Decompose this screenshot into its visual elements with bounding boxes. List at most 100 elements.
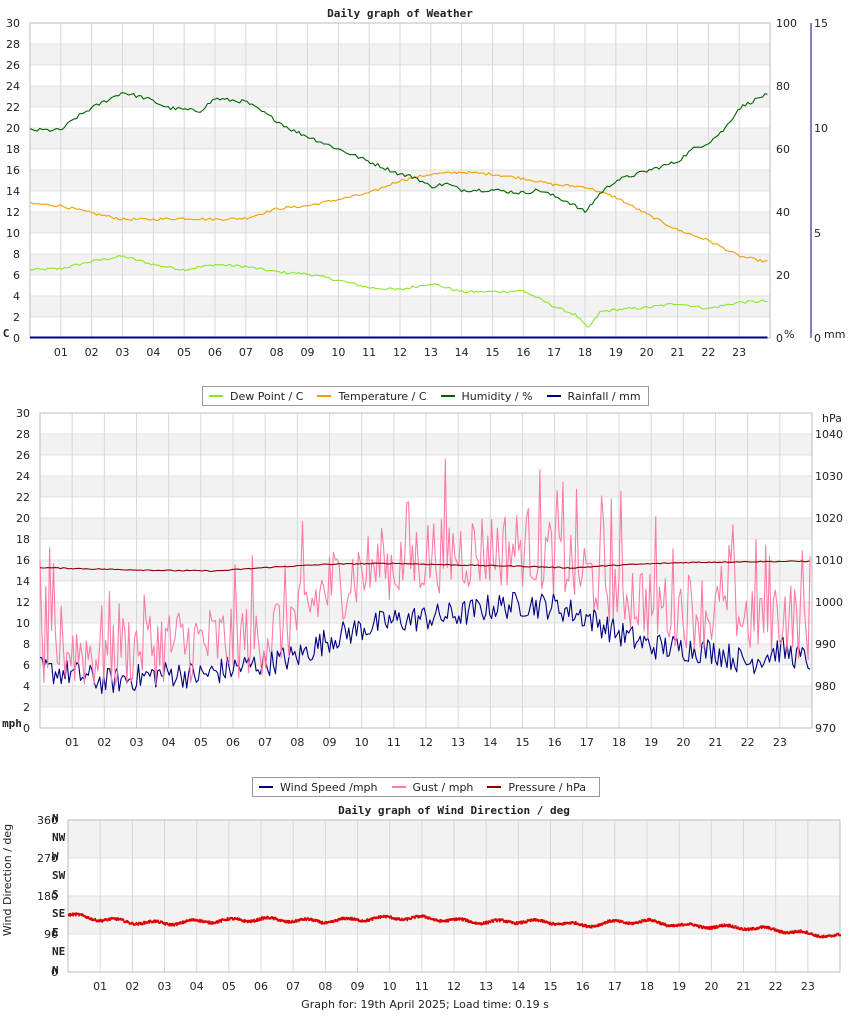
compass-label: SW bbox=[52, 869, 66, 882]
y-right-tick-label: 20 bbox=[776, 269, 790, 282]
x-tick-label: 11 bbox=[387, 736, 401, 749]
pressure-tick-label: 1000 bbox=[815, 596, 843, 609]
y-tick-label: 6 bbox=[23, 659, 30, 672]
legend-label: Humidity / % bbox=[461, 389, 533, 403]
x-tick-label: 22 bbox=[769, 980, 783, 993]
legend-label: Gust / mph bbox=[412, 780, 474, 794]
y-tick-label: 26 bbox=[16, 449, 30, 462]
y-tick-label: 10 bbox=[6, 227, 20, 240]
y-right-tick-label: 0 bbox=[776, 332, 783, 345]
footer-text: Graph for: 19th April 2025; Load time: 0… bbox=[301, 998, 549, 1011]
x-tick-label: 03 bbox=[158, 980, 172, 993]
legend-item-wind-speed: Wind Speed /mph bbox=[259, 781, 378, 794]
pressure-tick-label: 1030 bbox=[815, 470, 843, 483]
pressure-tick-label: 970 bbox=[815, 722, 836, 735]
y-right-unit-label: % bbox=[784, 328, 794, 341]
compass-label: SE bbox=[52, 907, 65, 920]
x-tick-label: 18 bbox=[640, 980, 654, 993]
legend-item-pressure: Pressure / hPa bbox=[487, 781, 586, 794]
y-tick-label: 0 bbox=[23, 722, 30, 735]
y-tick-label: 0 bbox=[51, 966, 58, 979]
x-tick-label: 16 bbox=[576, 980, 590, 993]
legend-label: Rainfall / mm bbox=[567, 389, 641, 403]
x-tick-label: 03 bbox=[116, 346, 130, 359]
series-line-a bbox=[29, 254, 768, 328]
series-line-c bbox=[29, 92, 768, 213]
x-tick-label: 21 bbox=[737, 980, 751, 993]
y-right-tick-label: 100 bbox=[776, 17, 797, 30]
pressure-tick-label: 1040 bbox=[815, 428, 843, 441]
y-tick-label: 12 bbox=[16, 596, 30, 609]
x-tick-label: 01 bbox=[65, 736, 79, 749]
x-tick-label: 12 bbox=[393, 346, 407, 359]
legend-item-gust: Gust / mph bbox=[391, 780, 474, 794]
y-right-tick-label: 60 bbox=[776, 143, 790, 156]
x-tick-label: 22 bbox=[741, 736, 755, 749]
x-tick-label: 07 bbox=[258, 736, 272, 749]
y-tick-label: 16 bbox=[6, 164, 20, 177]
x-tick-label: 19 bbox=[644, 736, 658, 749]
y-tick-label: 14 bbox=[6, 185, 20, 198]
compass-label: N bbox=[52, 964, 59, 977]
weather-legend: Dew Point / C Temperature / C Humidity /… bbox=[202, 386, 649, 406]
x-tick-label: 11 bbox=[415, 980, 429, 993]
x-tick-label: 10 bbox=[331, 346, 345, 359]
y-axis-title: Wind Direction / deg bbox=[1, 824, 14, 936]
series-line-b bbox=[39, 458, 811, 686]
x-tick-label: 01 bbox=[54, 346, 68, 359]
y-tick-label: 0 bbox=[13, 332, 20, 345]
y-tick-label: 30 bbox=[6, 17, 20, 30]
compass-label: NE bbox=[52, 945, 65, 958]
y-tick-label: 14 bbox=[16, 575, 30, 588]
y-tick-label: 12 bbox=[6, 206, 20, 219]
x-tick-label: 13 bbox=[451, 736, 465, 749]
x-tick-label: 09 bbox=[323, 736, 337, 749]
x-tick-label: 11 bbox=[362, 346, 376, 359]
series-line-c bbox=[39, 560, 810, 572]
x-tick-label: 21 bbox=[709, 736, 723, 749]
rainfall-tick-label: 5 bbox=[814, 227, 821, 240]
y-tick-label: 30 bbox=[16, 407, 30, 420]
x-tick-label: 18 bbox=[578, 346, 592, 359]
x-tick-label: 17 bbox=[547, 346, 561, 359]
rainfall-tick-label: 10 bbox=[814, 122, 828, 135]
legend-item-rainfall: Rainfall / mm bbox=[546, 389, 641, 403]
x-tick-label: 14 bbox=[511, 980, 525, 993]
legend-label: Pressure / hPa bbox=[508, 780, 586, 794]
x-tick-label: 06 bbox=[208, 346, 222, 359]
x-tick-label: 04 bbox=[162, 736, 176, 749]
legend-item-temperature: Temperature / C bbox=[317, 389, 427, 403]
y-right-tick-label: 40 bbox=[776, 206, 790, 219]
x-tick-label: 21 bbox=[671, 346, 685, 359]
compass-label: W bbox=[52, 850, 59, 863]
x-tick-label: 19 bbox=[609, 346, 623, 359]
y-tick-label: 270 bbox=[37, 852, 58, 865]
y-tick-label: 10 bbox=[16, 617, 30, 630]
x-tick-label: 06 bbox=[226, 736, 240, 749]
y-tick-label: 4 bbox=[23, 680, 30, 693]
wind-legend: Wind Speed /mph Gust / mph Pressure / hP… bbox=[252, 777, 600, 797]
legend-label: Temperature / C bbox=[338, 389, 427, 403]
x-tick-label: 01 bbox=[93, 980, 107, 993]
x-tick-label: 13 bbox=[424, 346, 438, 359]
compass-label: S bbox=[52, 888, 59, 901]
y-tick-label: 20 bbox=[6, 122, 20, 135]
y-tick-label: 22 bbox=[6, 101, 20, 114]
y-tick-label: 8 bbox=[13, 248, 20, 261]
pressure-tick-label: 1020 bbox=[815, 512, 843, 525]
rainfall-unit-label: mm bbox=[824, 328, 845, 341]
rainfall-tick-label: 0 bbox=[814, 332, 821, 345]
y-tick-label: 18 bbox=[6, 143, 20, 156]
x-tick-label: 12 bbox=[419, 736, 433, 749]
y-tick-label: 28 bbox=[6, 38, 20, 51]
x-tick-label: 17 bbox=[608, 980, 622, 993]
y-tick-label: 22 bbox=[16, 491, 30, 504]
x-tick-label: 15 bbox=[486, 346, 500, 359]
pressure-tick-label: 1010 bbox=[815, 554, 843, 567]
y-tick-label: 6 bbox=[13, 269, 20, 282]
compass-label: N bbox=[52, 812, 59, 825]
x-tick-label: 13 bbox=[479, 980, 493, 993]
x-tick-label: 20 bbox=[704, 980, 718, 993]
x-tick-label: 08 bbox=[270, 346, 284, 359]
